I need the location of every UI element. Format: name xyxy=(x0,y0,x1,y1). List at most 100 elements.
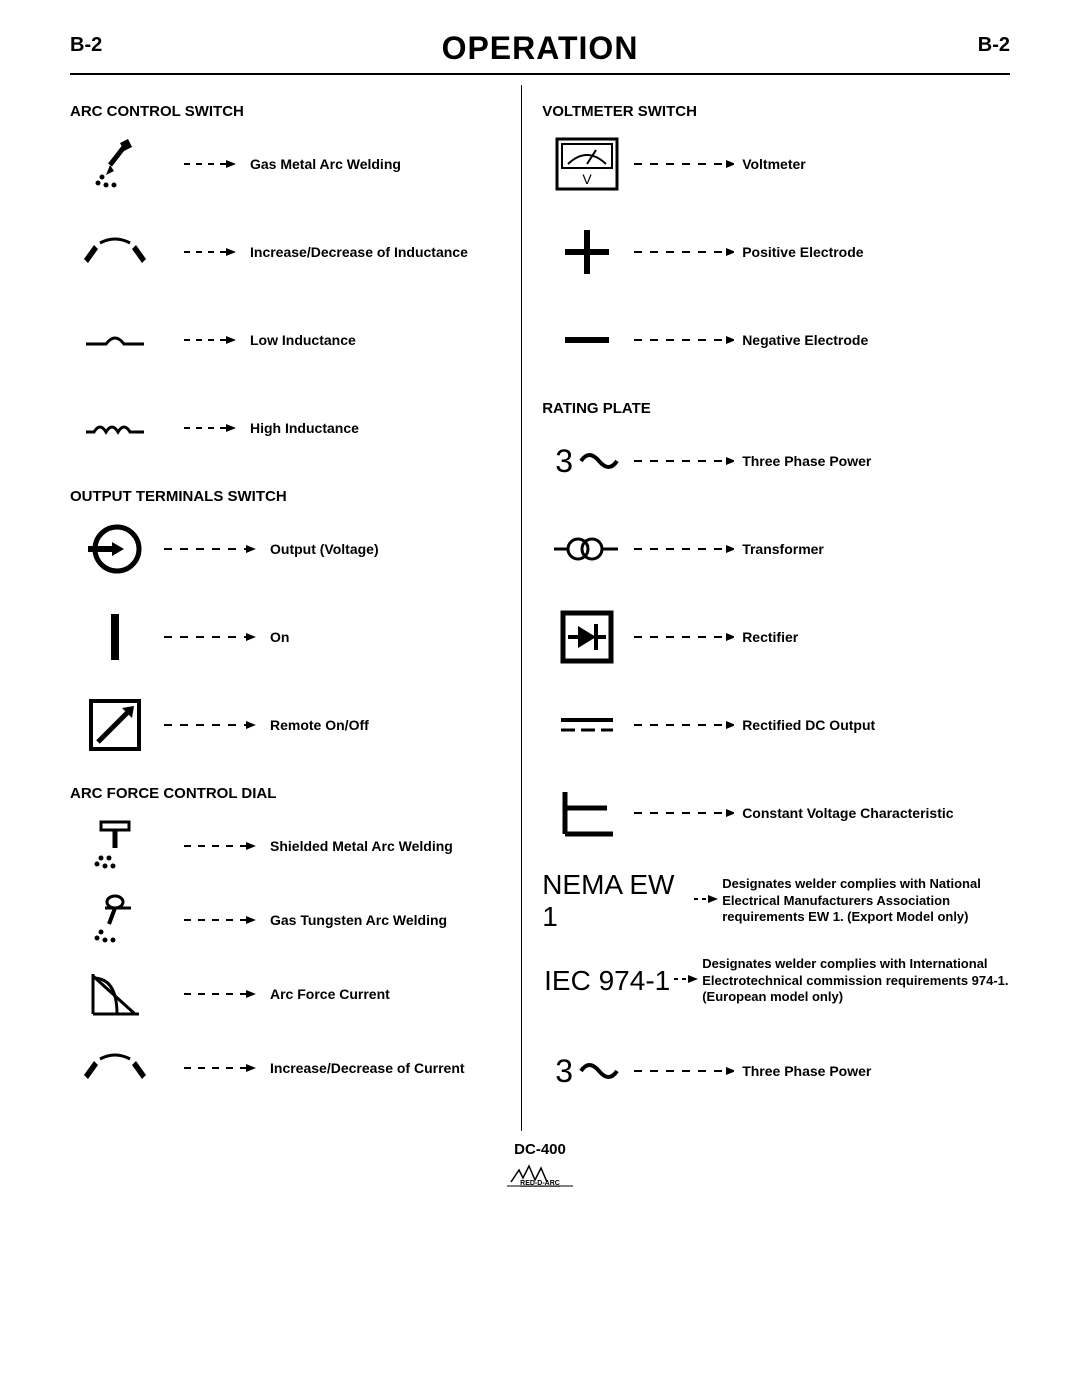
low-inductance-icon xyxy=(70,312,160,368)
arrow-icon xyxy=(692,892,722,910)
symbol-row: Low Inductance xyxy=(70,312,501,368)
symbol-label: Constant Voltage Characteristic xyxy=(742,804,1010,822)
svg-text:V: V xyxy=(583,171,593,187)
arrow-icon xyxy=(160,914,270,926)
symbol-row: Increase/Decrease of Current xyxy=(70,1040,501,1096)
section-title: RATING PLATE xyxy=(542,400,1010,417)
symbol-row: Output (Voltage) xyxy=(70,521,501,577)
arrow-icon xyxy=(632,807,742,819)
iec-icon: IEC 974-1 xyxy=(542,953,672,1009)
symbol-row: IEC 974-1 Designates welder complies wit… xyxy=(542,953,1010,1009)
output-voltage-icon xyxy=(70,521,160,577)
three-phase-icon: 3 xyxy=(542,433,632,489)
arrow-icon xyxy=(160,988,270,1000)
arrow-icon xyxy=(160,246,250,258)
inductance-dial-icon xyxy=(70,224,160,280)
page-footer: DC-400 RED-D-ARC xyxy=(70,1141,1010,1195)
symbol-label: Transformer xyxy=(742,540,1010,558)
arc-force-current-icon xyxy=(70,966,160,1022)
cv-icon xyxy=(542,785,632,841)
page-container: B-2 OPERATION B-2 ARC CONTROL SWITCH xyxy=(0,0,1080,1215)
symbol-label: Low Inductance xyxy=(250,331,501,349)
symbol-row: Arc Force Current xyxy=(70,966,501,1022)
arrow-icon xyxy=(160,719,270,731)
section-title: OUTPUT TERMINALS SWITCH xyxy=(70,488,501,505)
on-icon xyxy=(70,609,160,665)
symbol-row: Transformer xyxy=(542,521,1010,577)
rectifier-icon xyxy=(542,609,632,665)
header-page-left: B-2 xyxy=(70,34,102,57)
arrow-icon xyxy=(632,158,742,170)
arrow-icon xyxy=(160,840,270,852)
symbol-row: V Voltmeter xyxy=(542,136,1010,192)
symbol-label: Three Phase Power xyxy=(742,452,1010,470)
negative-electrode-icon xyxy=(542,312,632,368)
remote-onoff-icon xyxy=(70,697,160,753)
arrow-icon xyxy=(160,422,250,434)
symbol-label: High Inductance xyxy=(250,419,501,437)
symbol-label: Gas Tungsten Arc Welding xyxy=(270,911,501,929)
arrow-icon xyxy=(160,334,250,346)
rectified-dc-icon xyxy=(542,697,632,753)
symbol-row: Increase/Decrease of Inductance xyxy=(70,224,501,280)
symbol-label: Designates welder complies with Internat… xyxy=(702,956,1010,1007)
arrow-icon xyxy=(160,1062,270,1074)
svg-text:RED-D-ARC: RED-D-ARC xyxy=(520,1180,560,1187)
arrow-icon xyxy=(632,543,742,555)
arrow-icon xyxy=(632,455,742,467)
symbol-label: Increase/Decrease of Current xyxy=(270,1059,501,1077)
symbol-row: Rectifier xyxy=(542,609,1010,665)
symbol-label: Arc Force Current xyxy=(270,985,501,1003)
smaw-icon xyxy=(70,818,160,874)
arrow-icon xyxy=(632,334,742,346)
iec-text: IEC 974-1 xyxy=(544,965,670,997)
arrow-icon xyxy=(160,543,270,555)
arrow-icon xyxy=(160,158,250,170)
nema-icon: NEMA EW 1 xyxy=(542,873,692,929)
section-title: ARC FORCE CONTROL DIAL xyxy=(70,785,501,802)
positive-electrode-icon xyxy=(542,224,632,280)
arrow-icon xyxy=(632,719,742,731)
symbol-row: Remote On/Off xyxy=(70,697,501,753)
symbol-label: Output (Voltage) xyxy=(270,540,501,558)
symbol-label: Three Phase Power xyxy=(742,1062,1010,1080)
section-title: ARC CONTROL SWITCH xyxy=(70,103,501,120)
symbol-label: Voltmeter xyxy=(742,155,1010,173)
symbol-row: NEMA EW 1 Designates welder complies wit… xyxy=(542,873,1010,929)
page-header: B-2 OPERATION B-2 xyxy=(70,30,1010,75)
transformer-icon xyxy=(542,521,632,577)
symbol-row: Gas Tungsten Arc Welding xyxy=(70,892,501,948)
arrow-icon xyxy=(632,1065,742,1077)
header-title: OPERATION xyxy=(70,30,1010,67)
symbol-row: On xyxy=(70,609,501,665)
voltmeter-icon: V xyxy=(542,136,632,192)
symbol-label: Gas Metal Arc Welding xyxy=(250,155,501,173)
gtaw-icon xyxy=(70,892,160,948)
footer-model: DC-400 xyxy=(70,1141,1010,1158)
gmaw-icon xyxy=(70,136,160,192)
arrow-icon xyxy=(160,631,270,643)
left-column: ARC CONTROL SWITCH Gas M xyxy=(70,85,521,1131)
symbol-label: Positive Electrode xyxy=(742,243,1010,261)
symbol-row: 3 Three Phase Power xyxy=(542,433,1010,489)
symbol-row: Constant Voltage Characteristic xyxy=(542,785,1010,841)
arrow-icon xyxy=(632,631,742,643)
arrow-icon xyxy=(632,246,742,258)
right-column: VOLTMETER SWITCH V Voltmeter xyxy=(521,85,1010,1131)
symbol-row: 3 Three Phase Power xyxy=(542,1043,1010,1099)
header-page-right: B-2 xyxy=(978,34,1010,57)
symbol-label: Negative Electrode xyxy=(742,331,1010,349)
symbol-label: Rectified DC Output xyxy=(742,716,1010,734)
arrow-icon xyxy=(672,972,702,990)
symbol-label: Designates welder complies with National… xyxy=(722,876,1010,927)
symbol-label: Remote On/Off xyxy=(270,716,501,734)
footer-logo-icon: RED-D-ARC xyxy=(505,1162,575,1195)
symbol-row: Positive Electrode xyxy=(542,224,1010,280)
current-dial-icon xyxy=(70,1040,160,1096)
symbol-row: Shielded Metal Arc Welding xyxy=(70,818,501,874)
symbol-row: Negative Electrode xyxy=(542,312,1010,368)
symbol-row: High Inductance xyxy=(70,400,501,456)
three-phase-icon-2: 3 xyxy=(542,1043,632,1099)
symbol-label: Shielded Metal Arc Welding xyxy=(270,837,501,855)
symbol-row: Gas Metal Arc Welding xyxy=(70,136,501,192)
